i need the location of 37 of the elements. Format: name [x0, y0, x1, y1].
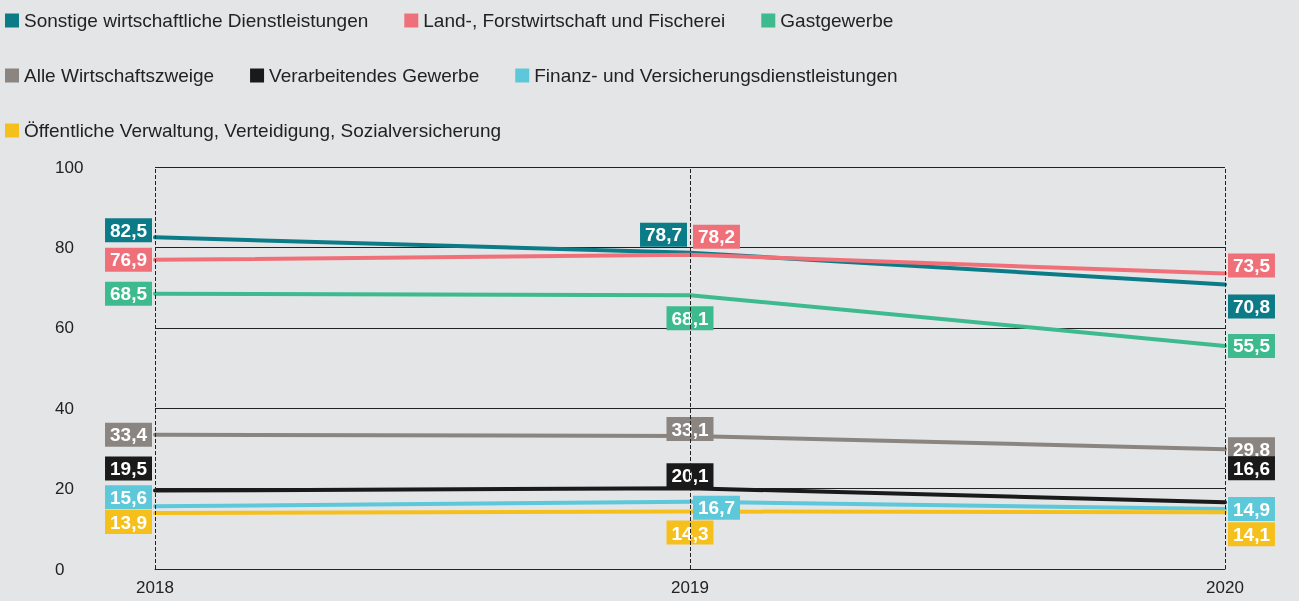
data-label: 73,5 [1233, 255, 1271, 277]
legend-label: Verarbeitendes Gewerbe [269, 65, 480, 86]
data-label: 20,1 [671, 465, 709, 487]
y-tick-label: 100 [55, 157, 84, 177]
x-tick-label: 2018 [136, 578, 174, 597]
data-label: 14,9 [1233, 498, 1270, 520]
data-label: 19,5 [110, 458, 148, 480]
x-tick-label: 2019 [671, 578, 709, 597]
y-tick-label: 40 [55, 398, 74, 418]
legend-label: Alle Wirtschaftszweige [24, 65, 215, 86]
data-label: 33,4 [110, 424, 148, 446]
data-label: 29,8 [1233, 438, 1270, 460]
data-label: 55,5 [1233, 335, 1271, 357]
data-label: 16,6 [1233, 457, 1270, 479]
legend-label: Öffentliche Verwaltung, Verteidigung, Sozialversicherung [24, 120, 502, 141]
data-label: 76,9 [110, 249, 147, 271]
data-label: 68,5 [110, 283, 148, 305]
data-label: 82,5 [110, 219, 148, 241]
data-label: 78,7 [645, 224, 682, 246]
legend-label: Sonstige wirtschaftliche Dienstleistungen [24, 10, 369, 31]
data-label: 15,6 [110, 486, 147, 508]
x-tick-label: 2020 [1206, 578, 1244, 597]
y-tick-label: 60 [55, 318, 74, 338]
y-tick-label: 20 [55, 479, 74, 499]
data-label: 78,2 [698, 226, 735, 248]
data-label: 13,9 [110, 511, 147, 533]
data-label: 33,1 [671, 418, 709, 440]
data-label: 14,1 [1233, 523, 1271, 545]
legend-label: Gastgewerbe [780, 10, 894, 31]
legend-label: Finanz- und Versicherungsdienstleistungen [534, 65, 898, 86]
y-tick-label: 0 [55, 559, 65, 579]
data-label: 16,7 [698, 497, 735, 519]
data-label: 70,8 [1233, 295, 1270, 317]
y-tick-label: 80 [55, 237, 74, 257]
legend-label: Land-, Forstwirtschaft und Fischerei [423, 10, 726, 31]
data-label: 14,3 [671, 522, 709, 544]
data-label: 68,1 [671, 308, 709, 330]
